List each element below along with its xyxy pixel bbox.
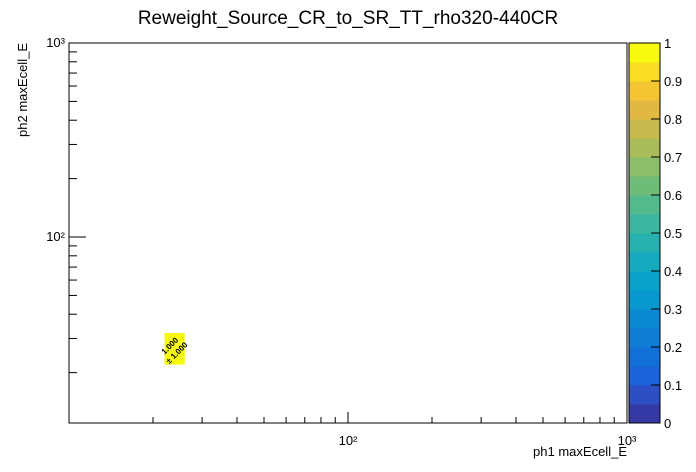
colorbar-band bbox=[629, 309, 660, 329]
z-tick-label: 1 bbox=[664, 36, 671, 51]
z-tick-label: 0.2 bbox=[664, 340, 682, 355]
chart-title: Reweight_Source_CR_to_SR_TT_rho320-440CR bbox=[138, 8, 558, 29]
y-tick-label: 10² bbox=[46, 229, 65, 244]
colorbar-band bbox=[629, 176, 660, 196]
colorbar-band bbox=[629, 404, 660, 424]
colorbar-band bbox=[629, 385, 660, 405]
z-tick-label: 0.6 bbox=[664, 188, 682, 203]
x-tick-label: 10³ bbox=[618, 433, 637, 448]
z-tick-label: 0 bbox=[664, 416, 671, 431]
colorbar-band bbox=[629, 119, 660, 139]
z-tick-label: 0.1 bbox=[664, 378, 682, 393]
colorbar-band bbox=[629, 62, 660, 82]
colorbar-band bbox=[629, 100, 660, 120]
z-tick-label: 0.4 bbox=[664, 264, 682, 279]
colorbar-band bbox=[629, 271, 660, 291]
z-tick-label: 0.5 bbox=[664, 226, 682, 241]
colorbar-band bbox=[629, 214, 660, 234]
colorbar-band bbox=[629, 157, 660, 177]
colorbar-band bbox=[629, 233, 660, 253]
colorbar-band bbox=[629, 347, 660, 367]
colorbar-band bbox=[629, 138, 660, 158]
colorbar-band bbox=[629, 290, 660, 310]
z-tick-label: 0.8 bbox=[664, 112, 682, 127]
heatmap-cell bbox=[164, 333, 185, 365]
y-tick-label: 10³ bbox=[46, 35, 65, 50]
x-tick-label: 10² bbox=[339, 433, 358, 448]
colorbar-band bbox=[629, 81, 660, 101]
colorbar-band bbox=[629, 328, 660, 348]
colorbar-band bbox=[629, 195, 660, 215]
colorbar-band bbox=[629, 252, 660, 272]
z-tick-label: 0.9 bbox=[664, 74, 682, 89]
z-tick-label: 0.3 bbox=[664, 302, 682, 317]
colorbar-band bbox=[629, 43, 660, 63]
y-axis-title: ph2 maxEcell_E bbox=[15, 43, 30, 137]
colorbar-band bbox=[629, 366, 660, 386]
x-axis-title: ph1 maxEcell_E bbox=[533, 444, 627, 459]
z-tick-label: 0.7 bbox=[664, 150, 682, 165]
